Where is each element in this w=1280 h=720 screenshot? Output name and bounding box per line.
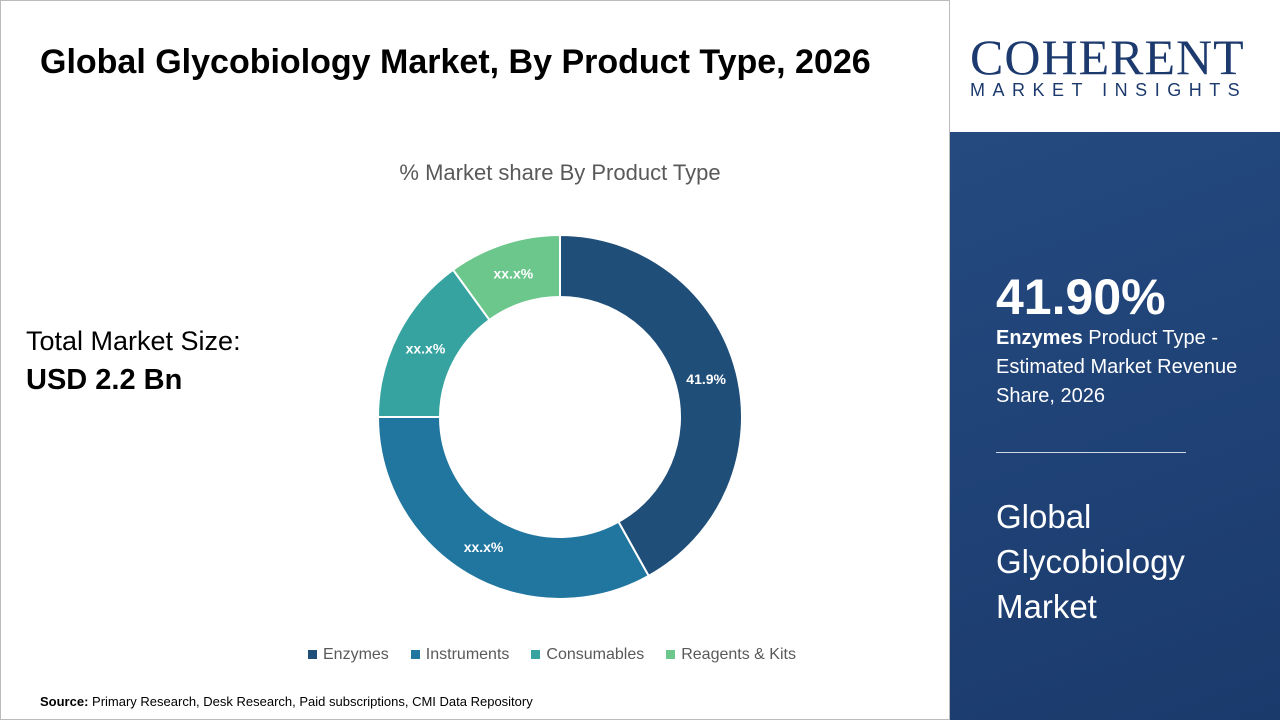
legend-label: Consumables [546,646,645,663]
legend-swatch [531,650,541,659]
source-text: Primary Research, Desk Research, Paid su… [88,694,533,709]
donut-slice-reagents-kits [451,233,561,322]
donut-chart: 41.9% xx.x% xx.x% xx.x% [376,233,743,600]
data-label: xx.x% [493,265,533,281]
total-market-value: USD 2.2 Bn [26,364,183,396]
donut-slice-enzymes [559,233,743,578]
source-note: Source: Primary Research, Desk Research,… [40,694,533,709]
divider [996,452,1186,453]
page-title: Global Glycobiology Market, By Product T… [40,43,871,81]
source-label: Source: [40,694,89,709]
chart-title: % Market share By Product Type [399,160,721,185]
market-name: Global Glycobiology Market [996,498,1185,625]
legend-label: Instruments [425,646,510,663]
legend-item: Reagents & Kits [666,646,796,664]
logo-line2: MARKET INSIGHTS [970,80,1248,100]
chart-legend: Enzymes Instruments Consumables Reagents & … [308,646,796,664]
highlight-segment: Enzymes [996,327,1083,349]
legend-item: Instruments [410,646,510,664]
legend-swatch [410,650,420,659]
highlight-value: 41.90% [996,269,1166,325]
legend-item: Enzymes [308,646,389,664]
logo-line1: COHERENT [970,29,1245,85]
legend-item: Consumables [531,646,644,664]
data-label: 41.9% [686,371,726,387]
total-market-label: Total Market Size: [26,326,241,356]
donut-slice-instruments [376,416,651,600]
legend-swatch [308,650,317,659]
company-logo: COHERENT MARKET INSIGHTS [950,0,1280,132]
highlight-description: Enzymes Product Type - Estimated Market … [996,324,1256,411]
legend-swatch [666,650,676,659]
highlight-desc-text: Product Type - Estimated Market Revenue … [996,327,1238,407]
highlight-panel: 41.90% Enzymes Product Type - Estimated … [950,132,1280,720]
legend-label: Enzymes [323,646,389,663]
legend-label: Reagents & Kits [681,646,796,663]
data-label: xx.x% [464,539,504,555]
data-label: xx.x% [406,340,446,356]
